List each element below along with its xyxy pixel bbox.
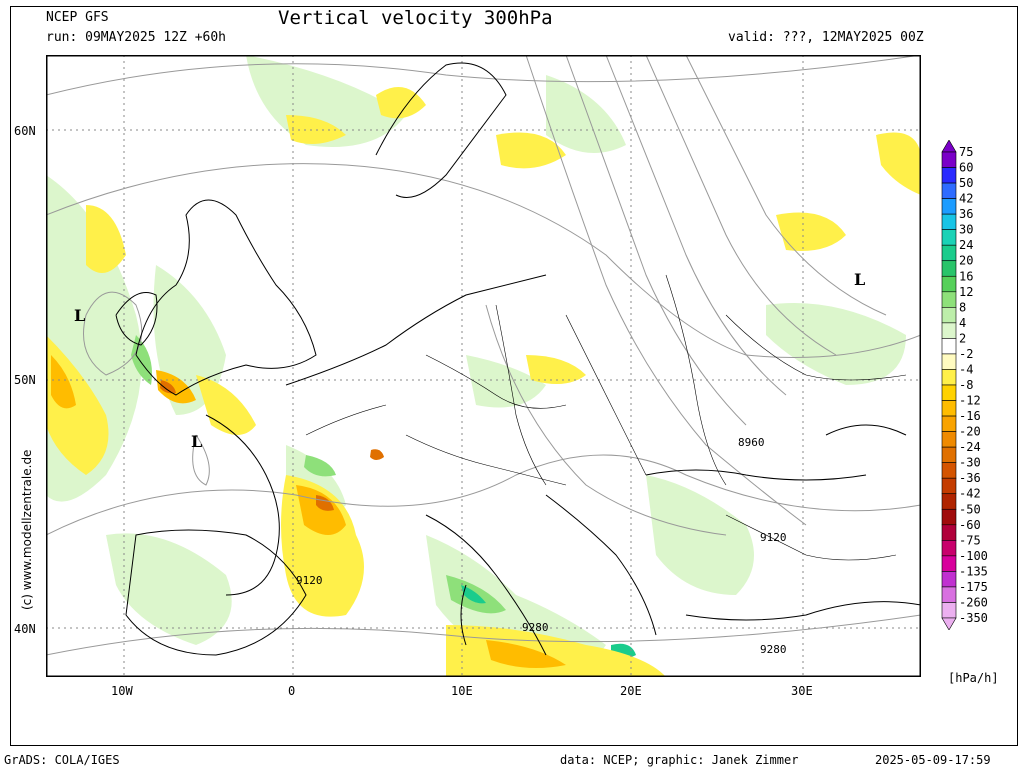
colorbar-level-label: 16: [959, 269, 973, 283]
colorbar-swatch: [941, 167, 957, 184]
model-label: NCEP GFS: [46, 10, 109, 25]
valid-label: valid: ???, 12MAY2025 00Z: [728, 30, 924, 45]
colorbar-swatch: [941, 602, 957, 619]
colorbar-swatch: [941, 446, 957, 463]
colorbar-swatch: [941, 198, 957, 215]
country-borders: [305, 274, 907, 561]
height-contours: [46, 55, 921, 656]
colorbar-level-label: -20: [959, 425, 981, 439]
colorbar-swatch: [941, 213, 957, 230]
colorbar-level-label: -135: [959, 564, 988, 578]
low-markers: L L L: [74, 270, 865, 451]
colorbar-swatch: [941, 415, 957, 432]
low-label: L: [74, 306, 85, 325]
colorbar-level-label: 30: [959, 223, 973, 237]
colorbar-swatch: [941, 353, 957, 370]
contour-labels: 8960 9120 9120 9280 9280: [296, 436, 787, 656]
colorbar-swatch: [941, 182, 957, 199]
colorbar-bottom-arrow: [941, 617, 957, 630]
colorbar-swatch: [941, 540, 957, 557]
colorbar-swatch: [941, 260, 957, 277]
contour-label: 8960: [738, 436, 765, 449]
descent-strong: [51, 355, 566, 669]
colorbar-swatch: [941, 384, 957, 401]
colorbar-level-label: 24: [959, 238, 973, 252]
colorbar-level-label: -24: [959, 440, 981, 454]
colorbar-level-label: 60: [959, 161, 973, 175]
lat-label: 50N: [14, 373, 36, 387]
graticule: [46, 55, 921, 677]
colorbar-swatch: [941, 275, 957, 293]
colorbar-level-label: -16: [959, 409, 981, 423]
contour-label: 9280: [760, 643, 787, 656]
colorbar-swatch: [941, 369, 957, 386]
colorbar-level-label: -12: [959, 394, 981, 408]
colorbar-swatch: [941, 571, 957, 588]
descent-peak: [160, 380, 384, 511]
colorbar-level-label: -36: [959, 471, 981, 485]
colorbar-level-label: 4: [959, 316, 966, 330]
colorbar-swatch: [941, 291, 957, 308]
footer-timestamp: 2025-05-09-17:59: [875, 753, 991, 767]
watermark: (c) www.modellzentrale.de: [20, 449, 34, 610]
colorbar-level-label: -8: [959, 378, 973, 392]
lon-label: 10E: [451, 684, 473, 698]
lon-label: 20E: [620, 684, 642, 698]
lon-label: 10W: [111, 684, 133, 698]
colorbar-top-arrow: [941, 140, 957, 153]
colorbar-swatch: [941, 244, 957, 262]
lon-label: 30E: [791, 684, 813, 698]
contour-label: 9280: [522, 621, 549, 634]
colorbar-level-label: 2: [959, 331, 966, 345]
colorbar-swatch: [941, 508, 957, 526]
lat-label: 40N: [14, 622, 36, 636]
colorbar-level-label: -50: [959, 502, 981, 516]
colorbar-swatch: [941, 229, 957, 246]
colorbar-swatch: [941, 462, 957, 479]
colorbar-level-label: 20: [959, 254, 973, 268]
colorbar-swatch: [941, 400, 957, 417]
colorbar-swatch: [941, 151, 957, 168]
footer-software: GrADS: COLA/IGES: [4, 753, 120, 767]
coastlines: [115, 62, 921, 656]
colorbar-level-label: 42: [959, 192, 973, 206]
colorbar-swatch: [941, 586, 957, 603]
low-label: L: [854, 270, 865, 289]
low-label: L: [191, 432, 202, 451]
colorbar-level-label: -2: [959, 347, 973, 361]
contour-label: 9120: [760, 531, 787, 544]
colorbar-swatch: [941, 338, 957, 355]
figure-frame: [10, 6, 1018, 746]
colorbar-level-label: -75: [959, 533, 981, 547]
colorbar-swatch: [941, 477, 957, 495]
footer-credits: data: NCEP; graphic: Janek Zimmer: [560, 753, 799, 767]
colorbar-swatch: [941, 555, 957, 572]
colorbar-level-label: -100: [959, 549, 988, 563]
lon-label: 0: [288, 684, 296, 698]
map-title: Vertical velocity 300hPa: [278, 7, 553, 29]
vertical-velocity-map: L L L 8960 9120 9120 9280 9280: [46, 55, 921, 677]
colorbar-level-label: -260: [959, 595, 988, 609]
colorbar-level-label: -4: [959, 362, 973, 376]
colorbar-level-label: 12: [959, 285, 973, 299]
colorbar-swatch: [941, 322, 957, 339]
colorbar-swatch: [941, 524, 957, 541]
colorbar-swatch: [941, 493, 957, 510]
colorbar-unit: [hPa/h]: [948, 671, 999, 685]
colorbar-level-label: -350: [959, 611, 988, 625]
colorbar-level-label: -30: [959, 456, 981, 470]
colorbar-level-label: -60: [959, 518, 981, 532]
colorbar-level-label: 8: [959, 300, 966, 314]
colorbar-level-label: -175: [959, 580, 988, 594]
colorbar-swatch: [941, 307, 957, 324]
colorbar: 75605042363024201612842-2-4-8-12-16-20-2…: [941, 140, 988, 630]
contour-label: 9120: [296, 574, 323, 587]
colorbar-level-label: 36: [959, 207, 973, 221]
colorbar-swatch: [941, 431, 957, 448]
colorbar-level-label: -42: [959, 487, 981, 501]
colorbar-level-label: 75: [959, 145, 973, 159]
colorbar-level-label: 50: [959, 176, 973, 190]
lat-label: 60N: [14, 124, 36, 138]
run-label: run: 09MAY2025 12Z +60h: [46, 30, 227, 45]
